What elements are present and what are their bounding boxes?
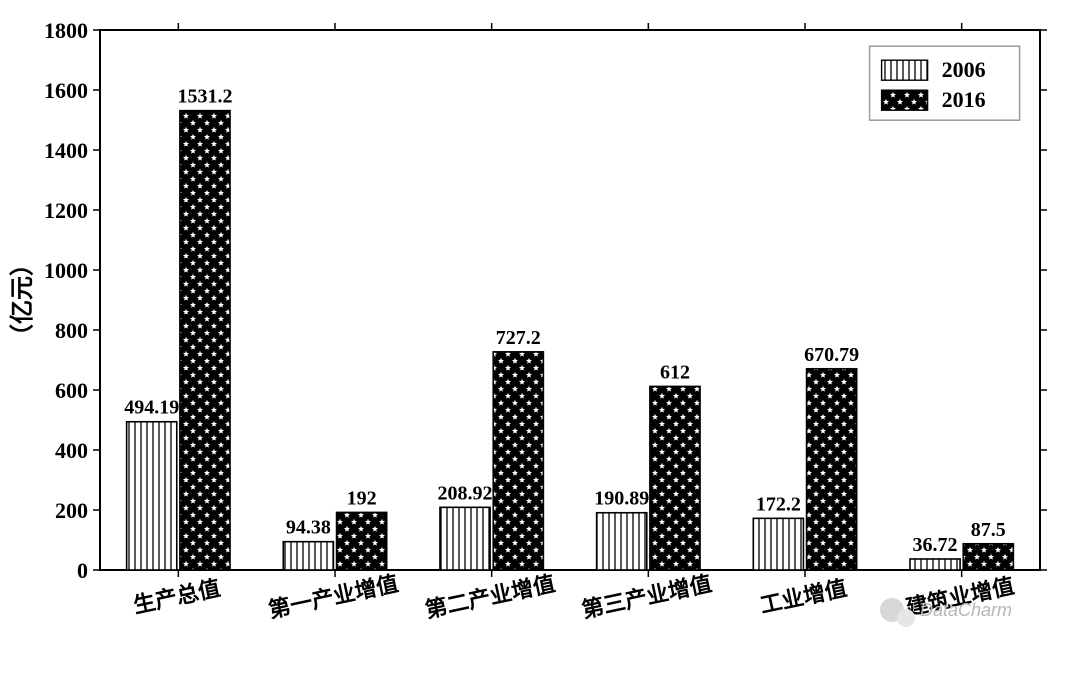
- bar-value-label: 612: [660, 361, 690, 383]
- ytick-label: 200: [55, 498, 88, 523]
- bar-2016: [493, 352, 543, 570]
- bar-2016: [963, 544, 1013, 570]
- legend-swatch: [882, 90, 928, 110]
- bar-chart: 0 200 400 600 800 1000 1200 1400 1600 1800 （亿元） 生产总…: [0, 0, 1080, 688]
- category-label: 工业增值: [758, 575, 849, 618]
- bar-2006: [597, 513, 647, 570]
- bar-value-label: 87.5: [971, 519, 1006, 541]
- category-label: 第二产业增值: [423, 571, 557, 623]
- ytick-label: 1600: [44, 78, 88, 103]
- bar-value-label: 94.38: [286, 517, 331, 539]
- bar-2006: [283, 542, 333, 570]
- bar-2006: [753, 518, 803, 570]
- ytick-label: 1200: [44, 198, 88, 223]
- legend-swatch: [882, 60, 928, 80]
- bar-2016: [807, 369, 857, 570]
- bar-value-label: 494.19: [124, 397, 179, 419]
- ytick-label: 400: [55, 438, 88, 463]
- bar-2006: [127, 422, 177, 570]
- legend-label: 2016: [942, 87, 986, 112]
- bar-value-label: 727.2: [496, 327, 541, 349]
- bar-value-label: 192: [347, 487, 377, 509]
- bar-2006: [910, 559, 960, 570]
- ytick-label: 1800: [44, 18, 88, 43]
- chart-svg: 0 200 400 600 800 1000 1200 1400 1600 1800 （亿元） 生产总…: [0, 0, 1080, 688]
- ytick-label: 1400: [44, 138, 88, 163]
- ytick-label: 800: [55, 318, 88, 343]
- ytick-label: 600: [55, 378, 88, 403]
- category-label: 第三产业增值: [580, 571, 714, 623]
- bar-value-label: 208.92: [438, 482, 493, 504]
- bar-value-label: 1531.2: [177, 86, 232, 108]
- bar-2016: [180, 111, 230, 570]
- watermark: DataCharm: [880, 598, 1012, 627]
- bar-2006: [440, 507, 490, 570]
- y-axis-label: （亿元）: [9, 252, 36, 348]
- ytick-label: 0: [77, 558, 88, 583]
- bar-2016: [650, 386, 700, 570]
- category-label: 生产总值: [131, 575, 222, 618]
- category-label: 第一产业增值: [266, 571, 400, 623]
- bar-value-label: 670.79: [804, 344, 859, 366]
- bar-value-label: 172.2: [756, 493, 801, 515]
- legend-label: 2006: [942, 57, 986, 82]
- bar-value-label: 190.89: [594, 488, 649, 510]
- bar-value-label: 36.72: [913, 534, 958, 556]
- watermark-text: DataCharm: [920, 600, 1012, 620]
- ytick-label: 1000: [44, 258, 88, 283]
- bar-2016: [337, 512, 387, 570]
